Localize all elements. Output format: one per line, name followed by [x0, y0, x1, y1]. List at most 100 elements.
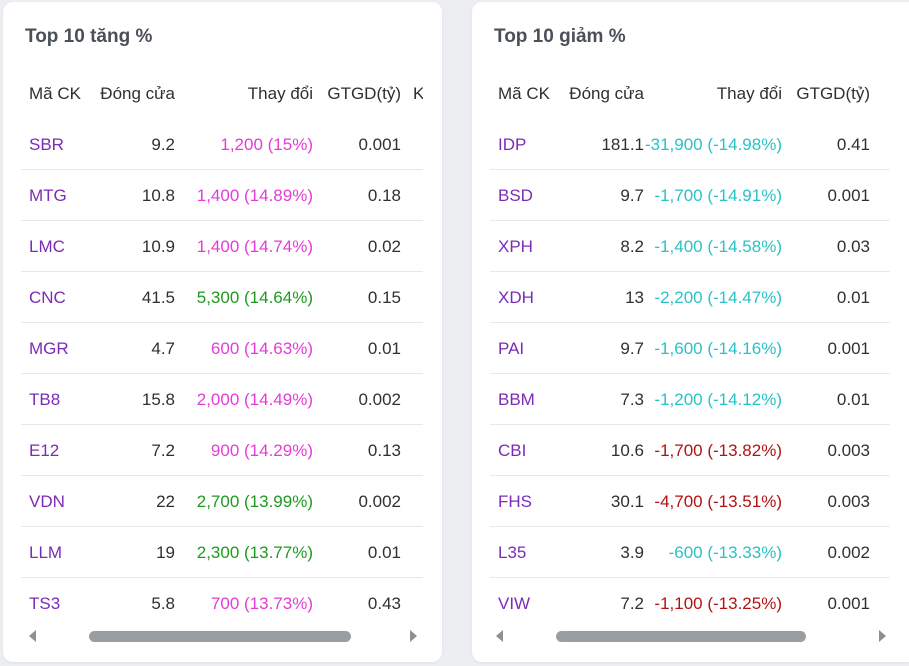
price-change: 700 (13.73%)	[210, 594, 313, 613]
price-change: -4,700 (-13.51%)	[654, 492, 782, 511]
stock-symbol-link[interactable]: TB8	[29, 390, 61, 409]
price-change: 5,300 (14.64%)	[196, 288, 313, 307]
stock-symbol-link[interactable]: VIW	[498, 594, 531, 613]
stock-symbol-link[interactable]: PAI	[498, 339, 525, 358]
trade-value: 0.001	[827, 339, 870, 358]
header-change[interactable]: Thay đổi	[247, 84, 313, 103]
close-price: 3.9	[620, 543, 644, 562]
table-row[interactable]: IDP 181.1 -31,900 (-14.98%) 0.41	[490, 119, 890, 170]
stock-symbol-link[interactable]: LLM	[29, 543, 63, 562]
stock-symbol-link[interactable]: TS3	[29, 594, 61, 613]
stock-symbol-link[interactable]: MTG	[29, 186, 67, 205]
stock-symbol-link[interactable]: XDH	[498, 288, 534, 307]
price-change: 2,700 (13.99%)	[196, 492, 313, 511]
stock-symbol-link[interactable]: E12	[29, 441, 60, 460]
stock-symbol-link[interactable]: IDP	[498, 135, 527, 154]
close-price: 7.2	[620, 594, 644, 613]
gainers-table-viewport[interactable]: Mã CK Đóng cửa Thay đổi GTGD(tỷ) K SBR 9.…	[21, 68, 423, 616]
price-change: 1,400 (14.89%)	[196, 186, 313, 205]
header-code[interactable]: Mã CK	[29, 84, 81, 103]
losers-table-body: IDP 181.1 -31,900 (-14.98%) 0.41 BSD 9.7 -1,70…	[490, 119, 890, 616]
table-row[interactable]: BBM 7.3 -1,200 (-14.12%) 0.01	[490, 374, 890, 425]
header-change[interactable]: Thay đổi	[716, 84, 782, 103]
table-row[interactable]: LLM 19 2,300 (13.77%) 0.01	[21, 527, 423, 578]
table-row[interactable]: LMC 10.9 1,400 (14.74%) 0.02	[21, 221, 423, 272]
table-row[interactable]: PAI 9.7 -1,600 (-14.16%) 0.001	[490, 323, 890, 374]
close-price: 181.1	[601, 135, 644, 154]
price-change: 2,300 (13.77%)	[196, 543, 313, 562]
header-code[interactable]: Mã CK	[498, 84, 550, 103]
stock-symbol-link[interactable]: CBI	[498, 441, 527, 460]
top-gainers-card: Top 10 tăng % Mã CK Đóng cửa Thay đổi GT…	[3, 2, 442, 662]
stock-symbol-link[interactable]: FHS	[498, 492, 532, 511]
losers-header-row: Mã CK Đóng cửa Thay đổi GTGD(tỷ)	[490, 68, 890, 119]
table-row[interactable]: XDH 13 -2,200 (-14.47%) 0.01	[490, 272, 890, 323]
price-change: 2,000 (14.49%)	[196, 390, 313, 409]
scrollbar-thumb[interactable]	[556, 631, 806, 642]
price-change: -1,100 (-13.25%)	[654, 594, 782, 613]
losers-horizontal-scrollbar[interactable]	[492, 624, 890, 648]
triangle-right-icon[interactable]	[879, 630, 886, 642]
table-row[interactable]: BSD 9.7 -1,700 (-14.91%) 0.001	[490, 170, 890, 221]
table-row[interactable]: VIW 7.2 -1,100 (-13.25%) 0.001	[490, 578, 890, 616]
table-row[interactable]: TB8 15.8 2,000 (14.49%) 0.002	[21, 374, 423, 425]
triangle-left-icon[interactable]	[29, 630, 36, 642]
close-price: 10.6	[610, 441, 644, 460]
trade-value: 0.43	[367, 594, 401, 613]
header-value[interactable]: GTGD(tỷ)	[796, 84, 870, 103]
price-change: -2,200 (-14.47%)	[654, 288, 782, 307]
trade-value: 0.03	[836, 237, 870, 256]
triangle-right-icon[interactable]	[410, 630, 417, 642]
losers-title: Top 10 giảm %	[494, 26, 626, 47]
losers-table-viewport[interactable]: Mã CK Đóng cửa Thay đổi GTGD(tỷ) IDP 181.…	[490, 68, 890, 616]
close-price: 22	[156, 492, 175, 511]
scrollbar-thumb[interactable]	[89, 631, 351, 642]
trade-value: 0.001	[827, 186, 870, 205]
table-row[interactable]: E12 7.2 900 (14.29%) 0.13	[21, 425, 423, 476]
price-change: -1,700 (-13.82%)	[654, 441, 782, 460]
stock-symbol-link[interactable]: LMC	[29, 237, 65, 256]
table-row[interactable]: MTG 10.8 1,400 (14.89%) 0.18	[21, 170, 423, 221]
close-price: 4.7	[151, 339, 175, 358]
trade-value: 0.001	[827, 594, 870, 613]
table-row[interactable]: FHS 30.1 -4,700 (-13.51%) 0.003	[490, 476, 890, 527]
header-close[interactable]: Đóng cửa	[100, 84, 175, 103]
close-price: 30.1	[610, 492, 644, 511]
table-row[interactable]: SBR 9.2 1,200 (15%) 0.001	[21, 119, 423, 170]
stock-symbol-link[interactable]: VDN	[29, 492, 65, 511]
close-price: 13	[625, 288, 644, 307]
close-price: 15.8	[141, 390, 175, 409]
stock-symbol-link[interactable]: CNC	[29, 288, 66, 307]
stock-symbol-link[interactable]: BBM	[498, 390, 535, 409]
trade-value: 0.003	[827, 441, 870, 460]
close-price: 9.2	[151, 135, 175, 154]
header-value[interactable]: GTGD(tỷ)	[327, 84, 401, 103]
table-row[interactable]: VDN 22 2,700 (13.99%) 0.002	[21, 476, 423, 527]
header-close[interactable]: Đóng cửa	[569, 84, 644, 103]
stock-symbol-link[interactable]: XPH	[498, 237, 533, 256]
price-change: -600 (-13.33%)	[668, 543, 782, 562]
gainers-horizontal-scrollbar[interactable]	[25, 624, 421, 648]
table-row[interactable]: L35 3.9 -600 (-13.33%) 0.002	[490, 527, 890, 578]
table-row[interactable]: MGR 4.7 600 (14.63%) 0.01	[21, 323, 423, 374]
price-change: 1,400 (14.74%)	[196, 237, 313, 256]
gainers-title: Top 10 tăng %	[25, 26, 153, 47]
stock-symbol-link[interactable]: MGR	[29, 339, 69, 358]
stock-symbol-link[interactable]: BSD	[498, 186, 533, 205]
header-extra[interactable]: K	[413, 84, 423, 103]
price-change: -1,600 (-14.16%)	[654, 339, 782, 358]
close-price: 7.2	[151, 441, 175, 460]
table-row[interactable]: TS3 5.8 700 (13.73%) 0.43	[21, 578, 423, 616]
trade-value: 0.002	[827, 543, 870, 562]
table-row[interactable]: CNC 41.5 5,300 (14.64%) 0.15	[21, 272, 423, 323]
close-price: 10.9	[141, 237, 175, 256]
table-row[interactable]: CBI 10.6 -1,700 (-13.82%) 0.003	[490, 425, 890, 476]
trade-value: 0.003	[827, 492, 870, 511]
stock-symbol-link[interactable]: L35	[498, 543, 527, 562]
table-row[interactable]: XPH 8.2 -1,400 (-14.58%) 0.03	[490, 221, 890, 272]
triangle-left-icon[interactable]	[496, 630, 503, 642]
gainers-table: Mã CK Đóng cửa Thay đổi GTGD(tỷ) K SBR 9.…	[21, 68, 423, 616]
top-losers-card: Top 10 giảm % Mã CK Đóng cửa Thay đổi GT…	[472, 2, 909, 662]
price-change: 600 (14.63%)	[210, 339, 313, 358]
stock-symbol-link[interactable]: SBR	[29, 135, 64, 154]
